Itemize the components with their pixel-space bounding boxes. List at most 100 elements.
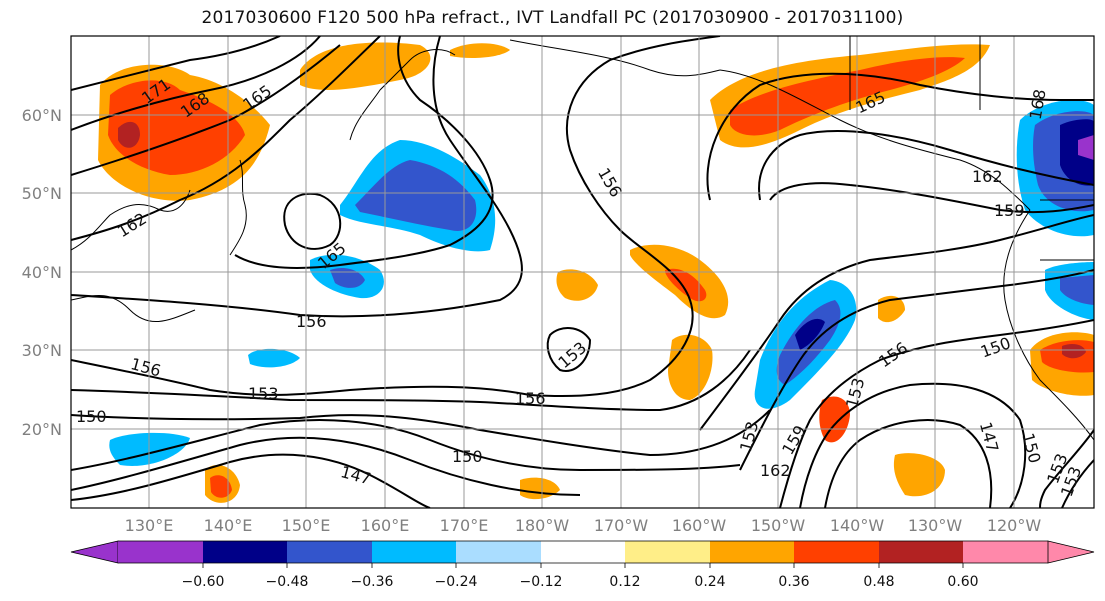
shade-positive-region xyxy=(556,269,598,301)
shade-very-strong-positive-region xyxy=(118,121,140,148)
shade-strong-negative-region xyxy=(330,268,365,288)
colorbar-segment xyxy=(118,541,203,563)
shade-positive-region xyxy=(668,334,713,400)
contour-label: 156 xyxy=(296,312,327,331)
contour-line xyxy=(699,214,1094,431)
lon-label: 150°E xyxy=(282,516,331,535)
shade-very-strong-negative-region xyxy=(795,318,825,350)
colorbar-segment xyxy=(541,541,625,563)
longitude-labels: 130°E 140°E 150°E 160°E 170°E 180°W 170°… xyxy=(125,516,1042,535)
coastline-kamchatka xyxy=(349,49,456,141)
state-borders xyxy=(1040,199,1094,261)
colorbar-segment xyxy=(203,541,287,563)
lon-label: 180°W xyxy=(515,516,570,535)
shade-positive-region xyxy=(450,43,510,58)
contour-line xyxy=(1061,459,1094,508)
lon-label: 130°W xyxy=(908,516,963,535)
colorbar-segment xyxy=(625,541,710,563)
contour-line xyxy=(71,419,741,472)
coastline-alaska-west xyxy=(509,39,721,77)
shade-extreme-negative-region xyxy=(1078,135,1094,160)
colorbar-tick-label: −0.12 xyxy=(520,574,563,590)
contour-label: 153 xyxy=(248,384,279,403)
shade-strong-negative-region xyxy=(1060,275,1094,305)
border-lines xyxy=(849,36,981,110)
coastline-asia xyxy=(71,189,191,251)
lat-label-50n: 50°N xyxy=(22,184,62,203)
plot-frame xyxy=(70,35,1095,509)
lon-label: 150°W xyxy=(751,516,806,535)
colorbar-tick-label: 0.60 xyxy=(947,574,978,590)
lat-label-30n: 30°N xyxy=(22,341,62,360)
contour-line xyxy=(71,36,523,318)
lon-label: 140°W xyxy=(830,516,885,535)
colorbar: −0.60 −0.48 −0.36 −0.24 −0.12 0.12 0.24 … xyxy=(70,540,1095,590)
shade-negative-region xyxy=(248,348,300,368)
colorbar-tick-label: 0.24 xyxy=(694,574,725,590)
contour-label: 156 xyxy=(515,389,546,408)
contour-line xyxy=(706,72,1094,201)
colorbar-segment xyxy=(456,541,541,563)
lon-label: 170°W xyxy=(594,516,649,535)
shade-very-strong-negative-region xyxy=(1060,119,1094,186)
contour-line xyxy=(71,349,751,412)
shade-positive-region xyxy=(878,295,905,323)
colorbar-tick-label: 0.36 xyxy=(778,574,809,590)
colorbar-segment xyxy=(372,541,456,563)
colorbar-segment xyxy=(70,540,119,564)
lon-label: 170°E xyxy=(440,516,489,535)
contour-label: 162 xyxy=(760,461,791,480)
colorbar-segment xyxy=(963,541,1048,563)
colorbar-tick-label: −0.48 xyxy=(266,574,309,590)
contour-line xyxy=(71,36,721,398)
contour-label: 162 xyxy=(972,167,1003,186)
lat-label-60n: 60°N xyxy=(22,106,62,125)
colorbar-segment xyxy=(794,541,879,563)
coastline-north-america xyxy=(1003,209,1094,441)
coastline-sakhalin xyxy=(229,159,247,256)
shade-positive-region xyxy=(893,453,945,497)
contour-label: 150 xyxy=(452,447,483,466)
contour-line xyxy=(234,36,494,269)
contour-line xyxy=(71,36,281,91)
lat-label-20n: 20°N xyxy=(22,420,62,439)
latitude-labels: 60°N 50°N 40°N 30°N 20°N xyxy=(22,106,62,439)
lon-label: 120°W xyxy=(987,516,1042,535)
contour-line xyxy=(824,419,993,508)
colorbar-tick-label: −0.24 xyxy=(435,574,478,590)
contour-line xyxy=(283,192,342,250)
shade-strong-positive-region xyxy=(730,57,965,136)
lat-label-40n: 40°N xyxy=(22,263,62,282)
contour-line xyxy=(71,36,381,241)
graticule xyxy=(71,36,1094,508)
contour-line xyxy=(1039,429,1094,508)
lon-label: 160°W xyxy=(672,516,727,535)
colorbar-tick-label: 0.48 xyxy=(863,574,894,590)
contour-line xyxy=(71,36,321,131)
colorbar-outline xyxy=(118,540,1048,564)
contour-line xyxy=(71,436,581,496)
contour-line xyxy=(779,319,1094,508)
colorbar-segment xyxy=(1047,540,1095,564)
lon-label: 130°E xyxy=(125,516,174,535)
contour-line xyxy=(758,130,1094,201)
coastline-alaska-south xyxy=(719,69,1031,211)
contour-line xyxy=(799,382,1027,508)
colorbar-tick-label: −0.36 xyxy=(351,574,394,590)
lon-label: 160°E xyxy=(361,516,410,535)
height-contours xyxy=(71,36,1094,508)
contour-line xyxy=(769,182,1094,214)
colorbar-segment xyxy=(287,541,372,563)
contour-line xyxy=(71,453,431,508)
contour-label: 150 xyxy=(76,407,107,426)
colorbar-tick-label: 0.12 xyxy=(609,574,640,590)
colorbar-tick-label: −0.60 xyxy=(182,574,225,590)
contour-label: 159 xyxy=(994,201,1025,220)
contour-line xyxy=(71,409,771,457)
contour-line xyxy=(546,327,592,372)
colorbar-segment xyxy=(710,541,794,563)
shade-positive-region xyxy=(819,396,850,443)
map-title: 2017030600 F120 500 hPa refract., IVT La… xyxy=(201,8,904,28)
shade-very-strong-positive-region xyxy=(1062,344,1086,359)
